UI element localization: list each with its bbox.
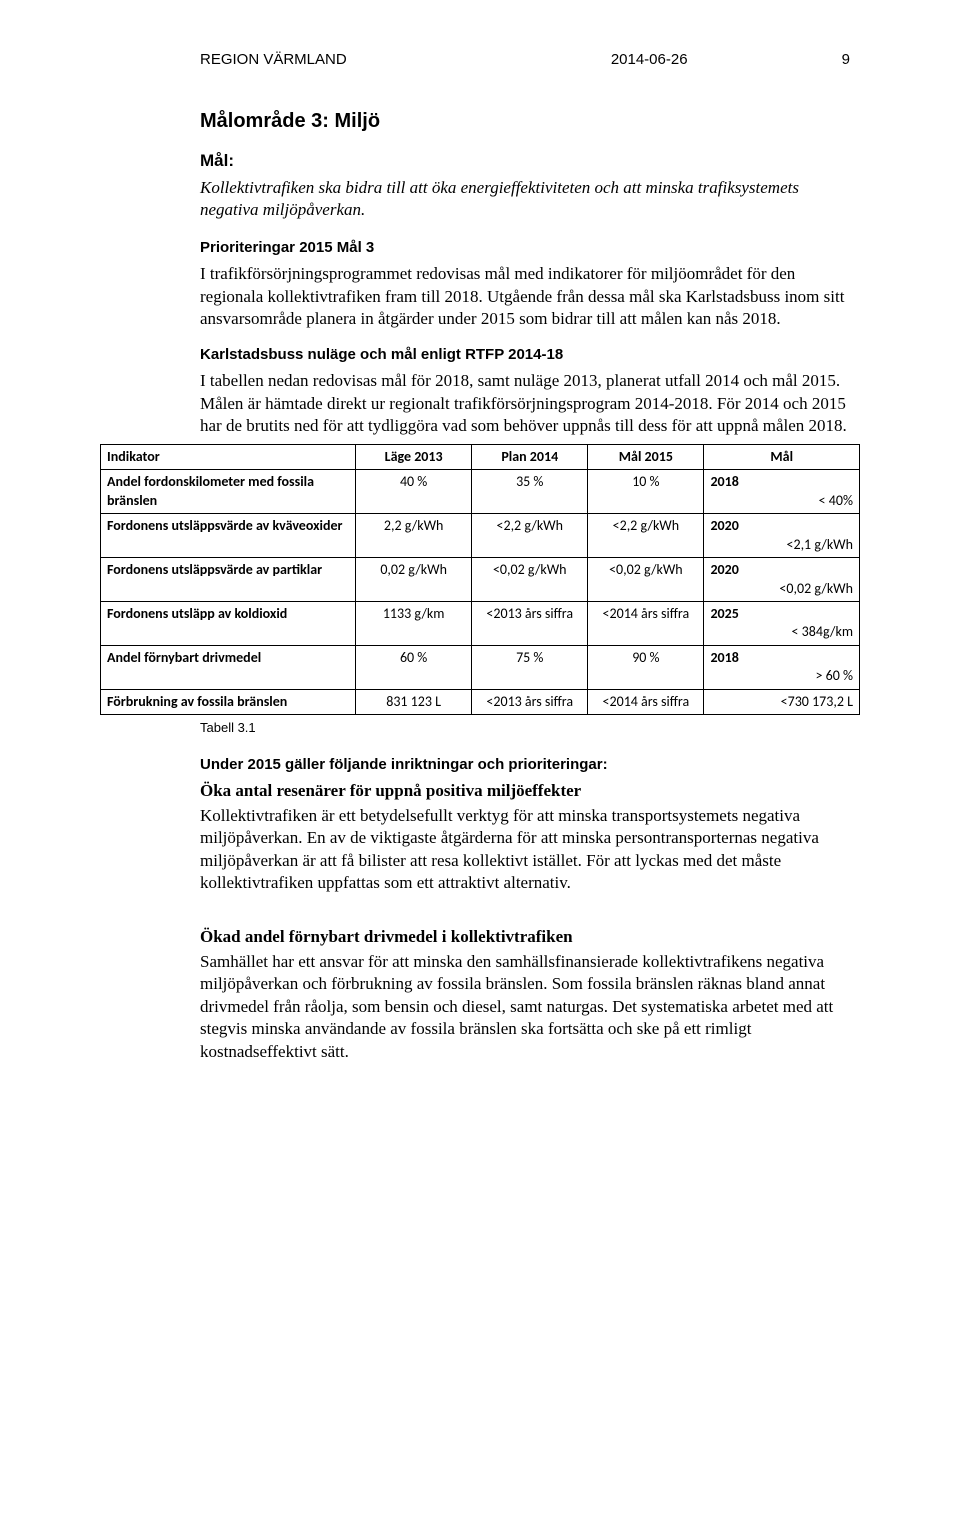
th-2013: Läge 2013 — [356, 444, 472, 469]
cell-goal: <730 173,2 L — [704, 689, 860, 714]
cell-goal: 2020<2,1 g/kWh — [704, 514, 860, 558]
cell-indicator: Andel förnybart drivmedel — [101, 645, 356, 689]
cell-value: <0,02 g/kWh — [588, 558, 704, 602]
cell-value: 35 % — [472, 470, 588, 514]
status-paragraph: I tabellen nedan redovisas mål för 2018,… — [200, 370, 850, 437]
cell-indicator: Fordonens utsläppsvärde av kväveoxider — [101, 514, 356, 558]
goal-label: Mål: — [200, 150, 850, 172]
cell-goal: 2020<0,02 g/kWh — [704, 558, 860, 602]
cell-value: <2,2 g/kWh — [472, 514, 588, 558]
cell-goal: 2018> 60 % — [704, 645, 860, 689]
cell-value: <2013 års siffra — [472, 602, 588, 646]
table-row: Andel förnybart drivmedel60 %75 %90 %201… — [101, 645, 860, 689]
table-row: Fordonens utsläpp av koldioxid1133 g/km<… — [101, 602, 860, 646]
status-heading: Karlstadsbuss nuläge och mål enligt RTFP… — [200, 345, 850, 365]
header-org: REGION VÄRMLAND — [200, 50, 347, 70]
spacer — [200, 908, 850, 926]
table-caption: Tabell 3.1 — [200, 719, 850, 736]
goal-text: Kollektivtrafiken ska bidra till att öka… — [200, 177, 850, 222]
cell-value: 90 % — [588, 645, 704, 689]
priorities-paragraph: I trafikförsörjningsprogrammet redovisas… — [200, 263, 850, 330]
direction-1-paragraph: Kollektivtrafiken är ett betydelsefullt … — [200, 805, 850, 895]
cell-indicator: Fordonens utsläppsvärde av partiklar — [101, 558, 356, 602]
table-row: Fordonens utsläppsvärde av kväveoxider2,… — [101, 514, 860, 558]
cell-value: 75 % — [472, 645, 588, 689]
cell-value: <2,2 g/kWh — [588, 514, 704, 558]
cell-value: 831 123 L — [356, 689, 472, 714]
section-title: Målområde 3: Miljö — [200, 108, 850, 134]
cell-goal: 2025< 384g/km — [704, 602, 860, 646]
table-row: Förbrukning av fossila bränslen831 123 L… — [101, 689, 860, 714]
indicator-table: Indikator Läge 2013 Plan 2014 Mål 2015 M… — [100, 444, 860, 716]
header-page-number: 9 — [842, 50, 850, 70]
th-2014: Plan 2014 — [472, 444, 588, 469]
cell-value: 1133 g/km — [356, 602, 472, 646]
header-date: 2014-06-26 — [611, 50, 688, 70]
priorities-heading: Prioriteringar 2015 Mål 3 — [200, 238, 850, 258]
cell-value: 40 % — [356, 470, 472, 514]
th-indicator: Indikator — [101, 444, 356, 469]
cell-value: <2014 års siffra — [588, 689, 704, 714]
page-header: REGION VÄRMLAND 2014-06-26 9 — [200, 50, 850, 70]
th-2015: Mål 2015 — [588, 444, 704, 469]
table-header-row: Indikator Läge 2013 Plan 2014 Mål 2015 M… — [101, 444, 860, 469]
table-body: Andel fordonskilometer med fossila bräns… — [101, 470, 860, 715]
direction-2-paragraph: Samhället har ett ansvar för att minska … — [200, 951, 850, 1063]
direction-1-heading: Öka antal resenärer för uppnå positiva m… — [200, 780, 850, 802]
cell-indicator: Andel fordonskilometer med fossila bräns… — [101, 470, 356, 514]
cell-value: <2014 års siffra — [588, 602, 704, 646]
table-row: Andel fordonskilometer med fossila bräns… — [101, 470, 860, 514]
cell-goal: 2018< 40% — [704, 470, 860, 514]
cell-indicator: Förbrukning av fossila bränslen — [101, 689, 356, 714]
direction-2-heading: Ökad andel förnybart drivmedel i kollekt… — [200, 926, 850, 948]
cell-value: 2,2 g/kWh — [356, 514, 472, 558]
cell-indicator: Fordonens utsläpp av koldioxid — [101, 602, 356, 646]
directions-heading: Under 2015 gäller följande inriktningar … — [200, 755, 850, 775]
cell-value: <0,02 g/kWh — [472, 558, 588, 602]
cell-value: 10 % — [588, 470, 704, 514]
th-goal: Mål — [704, 444, 860, 469]
document-page: REGION VÄRMLAND 2014-06-26 9 Målområde 3… — [0, 0, 960, 1137]
cell-value: 60 % — [356, 645, 472, 689]
table-row: Fordonens utsläppsvärde av partiklar0,02… — [101, 558, 860, 602]
cell-value: <2013 års siffra — [472, 689, 588, 714]
cell-value: 0,02 g/kWh — [356, 558, 472, 602]
indicator-table-wrap: Indikator Läge 2013 Plan 2014 Mål 2015 M… — [100, 444, 850, 716]
